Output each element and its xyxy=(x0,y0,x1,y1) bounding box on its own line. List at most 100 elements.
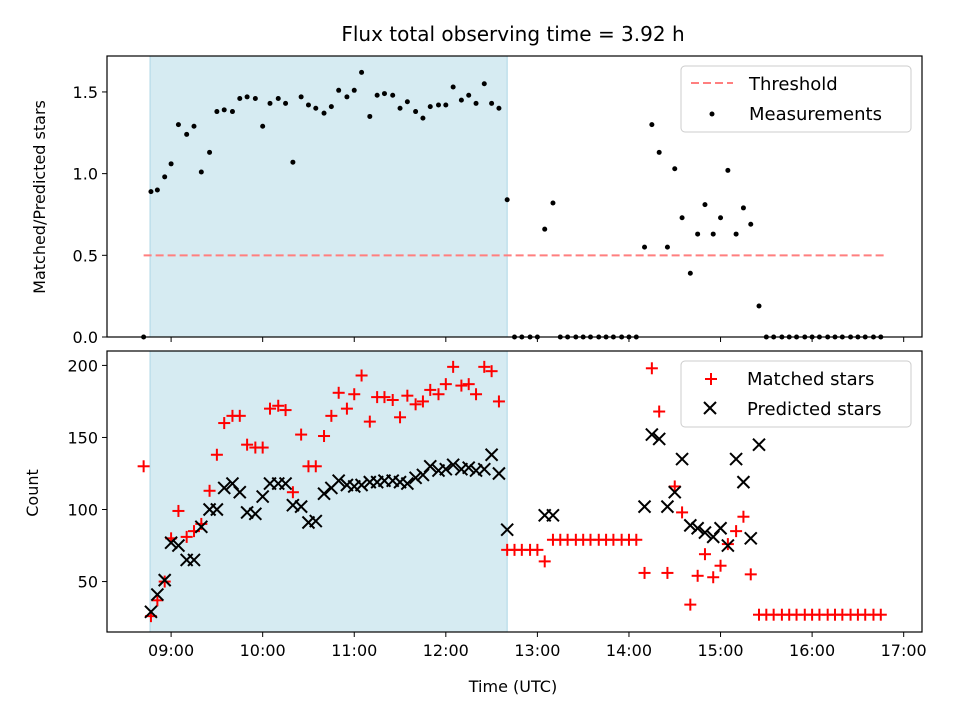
matched-star-point xyxy=(698,548,711,561)
predicted-star-point xyxy=(150,587,165,602)
x-tick-label: 10:00 xyxy=(240,641,286,660)
bottom-legend: Matched stars Predicted stars xyxy=(680,360,912,428)
matched-star-point xyxy=(478,360,491,373)
matched-star-point xyxy=(409,398,422,411)
matched-star-point xyxy=(645,362,658,375)
measurement-point xyxy=(740,205,746,211)
measurement-point xyxy=(695,231,701,237)
top-panel: 0.0 0.5 1.0 1.5 Matched/Predicted stars Thr… xyxy=(30,55,923,347)
measurement-point xyxy=(260,123,266,129)
matched-star-point xyxy=(241,438,254,451)
measurement-point xyxy=(148,189,154,195)
predicted-star-point xyxy=(645,427,659,442)
matched-star-point xyxy=(172,504,185,517)
measurement-point xyxy=(207,149,213,155)
measurement-point xyxy=(351,87,357,93)
predicted-star-point xyxy=(500,522,514,537)
predicted-star-point xyxy=(660,499,675,514)
measurement-point xyxy=(687,270,693,276)
measurement-point xyxy=(175,122,181,128)
y-tick-label: 1.0 xyxy=(73,165,98,184)
x-axis-label: Time (UTC) xyxy=(468,677,557,696)
matched-star-point xyxy=(737,510,750,523)
predicted-star-point xyxy=(736,475,751,489)
matched-star-point xyxy=(462,378,475,391)
shaded-region xyxy=(149,55,508,338)
measurement-point xyxy=(290,159,296,165)
predicted-star-point xyxy=(248,507,263,521)
predicted-star-point xyxy=(698,525,712,540)
y-tick-label: 0.0 xyxy=(73,328,98,347)
matched-star-point xyxy=(151,594,164,607)
predicted-star-point xyxy=(729,452,743,466)
predicted-star-point xyxy=(690,521,705,535)
matched-star-point xyxy=(707,571,720,584)
predicted-star-point xyxy=(164,535,178,550)
measurement-point xyxy=(481,81,487,87)
predicted-star-point xyxy=(210,502,224,517)
measurement-point xyxy=(450,84,456,90)
x-tick-label: 11:00 xyxy=(331,641,377,660)
matched-star-point xyxy=(363,415,376,428)
matched-star-point xyxy=(492,395,505,408)
matched-star-point xyxy=(355,369,368,382)
matched-star-point xyxy=(416,395,429,408)
matched-star-point xyxy=(340,402,353,415)
measurement-point xyxy=(725,167,731,173)
matched-star-point xyxy=(332,386,345,399)
measurement-point xyxy=(162,174,168,180)
predicted-star-point xyxy=(652,432,666,446)
measurement-point xyxy=(642,244,648,250)
legend-matched-label: Matched stars xyxy=(747,369,874,390)
measurement-point xyxy=(413,109,419,115)
predicted-star-point xyxy=(278,476,293,491)
measurement-point xyxy=(298,94,304,100)
measurement-point xyxy=(221,107,227,113)
predicted-star-point xyxy=(233,485,247,499)
bottom-y-axis-label: Count xyxy=(23,469,42,517)
predicted-star-point xyxy=(317,486,331,501)
measurement-point xyxy=(443,102,449,108)
predicted-star-point xyxy=(294,499,308,514)
bottom-panel: 50 100 150 200 09:00 10:00 11:00 12:00 13:00 14:… xyxy=(23,350,927,696)
matched-star-point xyxy=(233,409,246,422)
matched-star-point xyxy=(256,441,269,454)
matched-star-point xyxy=(439,378,452,391)
matched-star-point xyxy=(378,391,391,404)
measurement-point xyxy=(267,100,273,106)
predicted-star-point xyxy=(439,462,453,476)
matched-star-point xyxy=(447,360,460,373)
matched-star-point xyxy=(272,399,285,412)
measurement-point xyxy=(420,115,426,121)
measurement-point xyxy=(168,161,174,167)
measurement-point xyxy=(374,92,380,98)
y-tick-label: 150 xyxy=(67,428,98,447)
predicted-star-point xyxy=(309,514,323,528)
predicted-star-point xyxy=(546,508,560,522)
legend-predicted-swatch xyxy=(703,401,717,415)
top-y-ticks: 0.0 0.5 1.0 1.5 xyxy=(73,83,107,347)
matched-star-point xyxy=(630,533,643,546)
predicted-star-point xyxy=(255,489,270,504)
measurement-point xyxy=(496,105,502,111)
measurement-point xyxy=(542,226,548,232)
matched-star-point xyxy=(137,460,150,473)
x-tick-label: 12:00 xyxy=(423,641,469,660)
measurement-point xyxy=(718,215,724,221)
x-tick-label: 16:00 xyxy=(789,641,835,660)
matched-star-point xyxy=(325,409,338,422)
matched-star-point xyxy=(264,402,276,415)
predicted-star-point xyxy=(354,478,369,492)
matched-star-point xyxy=(218,417,231,430)
x-tick-label: 15:00 xyxy=(697,641,743,660)
matched-star-point xyxy=(653,405,666,418)
matched-star-point xyxy=(714,559,727,572)
matched-star-point xyxy=(318,430,331,443)
matched-star-point xyxy=(386,393,399,406)
measurement-point xyxy=(504,197,510,203)
measurement-point xyxy=(390,92,396,98)
measurement-point xyxy=(344,94,350,100)
matched-star-point xyxy=(470,388,483,401)
measurement-point xyxy=(649,122,655,128)
